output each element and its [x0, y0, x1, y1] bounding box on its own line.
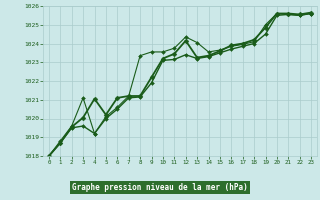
Text: Graphe pression niveau de la mer (hPa): Graphe pression niveau de la mer (hPa) [72, 183, 248, 192]
